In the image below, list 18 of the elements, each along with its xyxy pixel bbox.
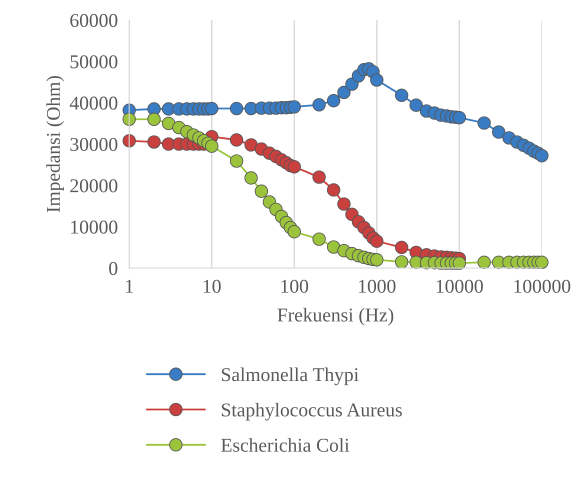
x-axis-title: Frekuensi (Hz) — [277, 308, 394, 326]
legend-label: Salmonella Thypi — [222, 368, 359, 386]
legend-label: Escherichia Coli — [221, 438, 350, 452]
x-tick-label: 100 — [281, 280, 308, 293]
y-tick-label: 60000 — [70, 14, 118, 28]
x-tick-label: 10000 — [436, 280, 483, 293]
y-tick-label: 0 — [109, 262, 118, 276]
y-tick-label: 40000 — [70, 96, 118, 110]
y-tick-label: 20000 — [70, 179, 118, 192]
x-tick-label: 1000 — [359, 280, 396, 293]
x-tick-label: 10 — [204, 280, 221, 293]
legend-label: Staphylococcus Aureus — [222, 402, 402, 421]
y-tick-label: 30000 — [70, 138, 118, 152]
y-axis-title: Impedansi (Ohm) — [46, 76, 64, 212]
x-tick-label: 1 — [126, 280, 133, 293]
y-tick-label: 10000 — [71, 220, 118, 234]
x-tick-label: 100000 — [514, 280, 570, 293]
y-tick-label: 50000 — [70, 55, 118, 68]
